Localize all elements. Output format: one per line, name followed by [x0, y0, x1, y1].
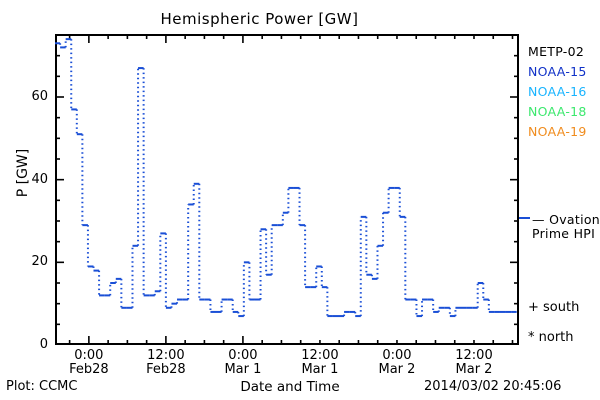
x-tick-date: Feb28 [146, 362, 186, 377]
plot-frame [55, 34, 519, 345]
x-tick-label: 0:00 Mar 1 [198, 349, 288, 377]
x-tick-time: 0:00 [382, 348, 412, 363]
x-tick-date: Mar 2 [378, 362, 416, 377]
y-tick-label: 40 [31, 171, 48, 187]
x-tick-date: Mar 1 [224, 362, 262, 377]
y-tick-label: 60 [31, 89, 48, 104]
x-tick-label: 12:00 Feb28 [121, 349, 211, 377]
legend-item-noaa-19: NOAA-19 [528, 124, 587, 139]
x-tick-label: 12:00 Mar 2 [429, 349, 519, 377]
x-tick-time: 12:00 [455, 348, 493, 363]
north-marker-label: * north [528, 330, 574, 345]
ovation-prime-label-line2: Prime HPI [532, 226, 596, 241]
x-tick-label: 12:00 Mar 1 [275, 349, 365, 377]
generation-timestamp: 2014/03/02 20:45:06 [424, 379, 562, 394]
plot-area [55, 34, 519, 345]
x-tick-time: 0:00 [228, 348, 258, 363]
x-tick-date: Mar 1 [301, 362, 339, 377]
x-tick-time: 12:00 [147, 348, 185, 363]
ovation-prime-label-line1: — Ovation [532, 212, 600, 227]
y-tick-label: 0 [39, 337, 48, 352]
x-tick-date: Mar 2 [455, 362, 493, 377]
plot-credit: Plot: CCMC [6, 379, 78, 394]
x-tick-label: 0:00 Feb28 [44, 349, 134, 377]
south-marker-label: + south [528, 300, 580, 315]
legend-item-noaa-16: NOAA-16 [528, 84, 587, 99]
x-tick-label: 0:00 Mar 2 [352, 349, 442, 377]
legend-item-noaa-18: NOAA-18 [528, 104, 587, 119]
chart-title: Hemispheric Power [GW] [160, 10, 359, 28]
x-axis-title: Date and Time [240, 379, 340, 395]
legend-item-metp-02: METP-02 [528, 44, 585, 59]
x-tick-date: Feb28 [69, 362, 109, 377]
ovation-prime-tick [519, 217, 530, 219]
x-tick-time: 0:00 [74, 348, 104, 363]
x-tick-time: 12:00 [301, 348, 339, 363]
legend-item-noaa-15: NOAA-15 [528, 64, 587, 79]
series-noaa-15 [55, 38, 517, 318]
y-tick-label: 20 [31, 254, 48, 270]
